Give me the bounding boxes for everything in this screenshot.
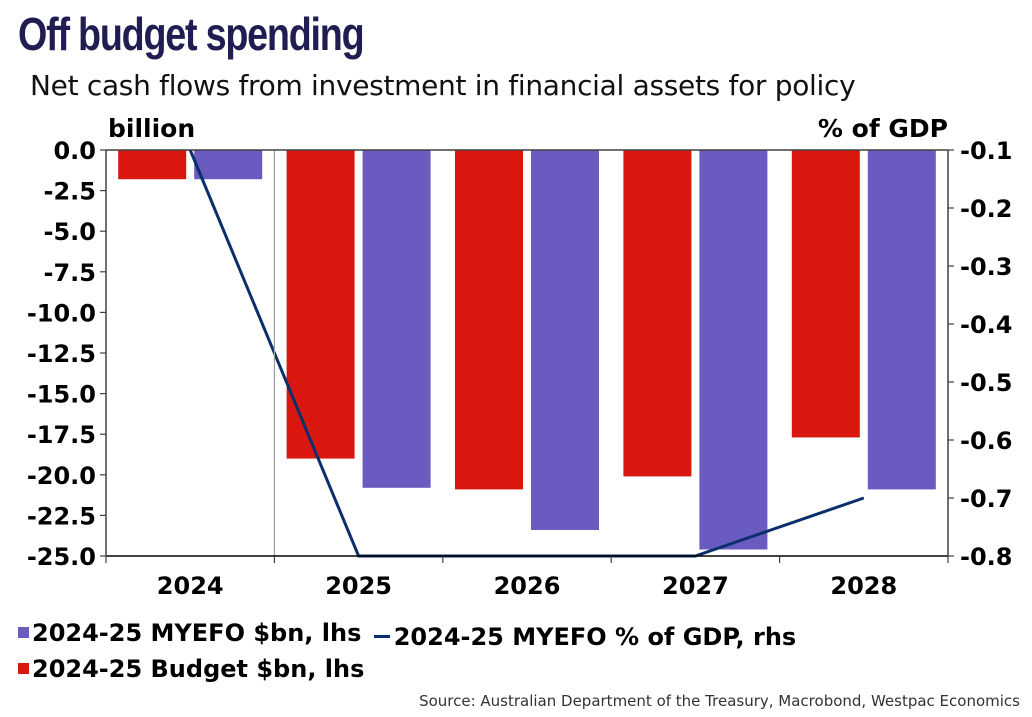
left-tick-label: -20.0 bbox=[27, 462, 96, 490]
legend-row-2: 2024-25 Budget $bn, lhs bbox=[18, 652, 364, 683]
legend-label-budget: 2024-25 Budget $bn, lhs bbox=[32, 654, 365, 683]
right-axis-label: % of GDP bbox=[817, 114, 948, 143]
bars-layer bbox=[118, 150, 936, 550]
left-tick-label: -5.0 bbox=[44, 218, 96, 246]
chart-subtitle: Net cash flows from investment in financ… bbox=[30, 69, 856, 102]
x-tick-label-2025: 2025 bbox=[325, 572, 392, 600]
x-tick-label-2024: 2024 bbox=[157, 572, 224, 600]
axes-layer bbox=[100, 149, 954, 563]
source-note: Source: Australian Department of the Tre… bbox=[419, 692, 1020, 710]
x-tick-label-2027: 2027 bbox=[662, 572, 729, 600]
legend-label-myefo: 2024-25 MYEFO $bn, lhs bbox=[32, 618, 362, 647]
left-tick-label: -25.0 bbox=[27, 543, 96, 571]
right-tick-label: -0.7 bbox=[960, 485, 1012, 513]
x-tick-label-2026: 2026 bbox=[494, 572, 561, 600]
legend-item-budget: 2024-25 Budget $bn, lhs bbox=[18, 655, 364, 683]
left-tick-label: -15.0 bbox=[27, 381, 96, 409]
bar-myefo-2026 bbox=[531, 150, 599, 531]
left-tick-label: -17.5 bbox=[27, 421, 96, 449]
right-tick-label: -0.2 bbox=[960, 195, 1012, 223]
bar-budget-2024 bbox=[118, 150, 187, 180]
bar-budget-2028 bbox=[791, 150, 860, 438]
x-tick-labels: 2024 2025 2026 2027 2028 bbox=[157, 572, 897, 600]
bar-budget-2025 bbox=[286, 150, 355, 459]
bar-budget-2026 bbox=[455, 150, 523, 490]
legend-swatch-budget bbox=[18, 663, 29, 674]
legend-swatch-myefo bbox=[18, 627, 29, 638]
legend-label-gdp: 2024-25 MYEFO % of GDP, rhs bbox=[393, 622, 797, 651]
right-tick-label: -0.4 bbox=[960, 311, 1012, 339]
legend-swatch-gdp bbox=[373, 635, 390, 638]
left-tick-label: 0.0 bbox=[53, 137, 96, 165]
legend-row-1: 2024-25 MYEFO $bn, lhs 2024-25 MYEFO % o… bbox=[18, 616, 796, 651]
left-axis-label: billion bbox=[108, 114, 196, 143]
left-tick-label: -2.5 bbox=[44, 178, 96, 206]
left-tick-label: -12.5 bbox=[27, 340, 96, 368]
right-tick-labels: -0.1 -0.2 -0.3 -0.4 -0.5 -0.6 -0.7 -0.8 bbox=[960, 137, 1012, 571]
right-tick-label: -0.1 bbox=[960, 137, 1012, 165]
legend-item-myefo: 2024-25 MYEFO $bn, lhs bbox=[18, 619, 361, 647]
left-tick-label: -22.5 bbox=[27, 502, 96, 530]
legend-item-gdp: 2024-25 MYEFO % of GDP, rhs bbox=[370, 622, 797, 651]
bar-myefo-2027 bbox=[699, 150, 768, 550]
left-tick-label: -10.0 bbox=[27, 299, 96, 327]
bar-myefo-2028 bbox=[867, 150, 936, 490]
right-tick-label: -0.6 bbox=[960, 427, 1012, 455]
right-tick-label: -0.5 bbox=[960, 369, 1012, 397]
left-tick-labels: 0.0 -2.5 -5.0 -7.5 -10.0 -12.5 -15.0 -17.5 -20.0… bbox=[27, 137, 96, 571]
left-tick-label: -7.5 bbox=[44, 259, 96, 287]
chart-title: Off budget spending bbox=[18, 8, 365, 60]
right-tick-label: -0.3 bbox=[960, 253, 1012, 281]
bar-myefo-2025 bbox=[362, 150, 431, 488]
x-tick-label-2028: 2028 bbox=[830, 572, 897, 600]
right-tick-label: -0.8 bbox=[960, 543, 1012, 571]
bar-budget-2027 bbox=[623, 150, 692, 477]
bar-myefo-2024 bbox=[194, 150, 263, 180]
